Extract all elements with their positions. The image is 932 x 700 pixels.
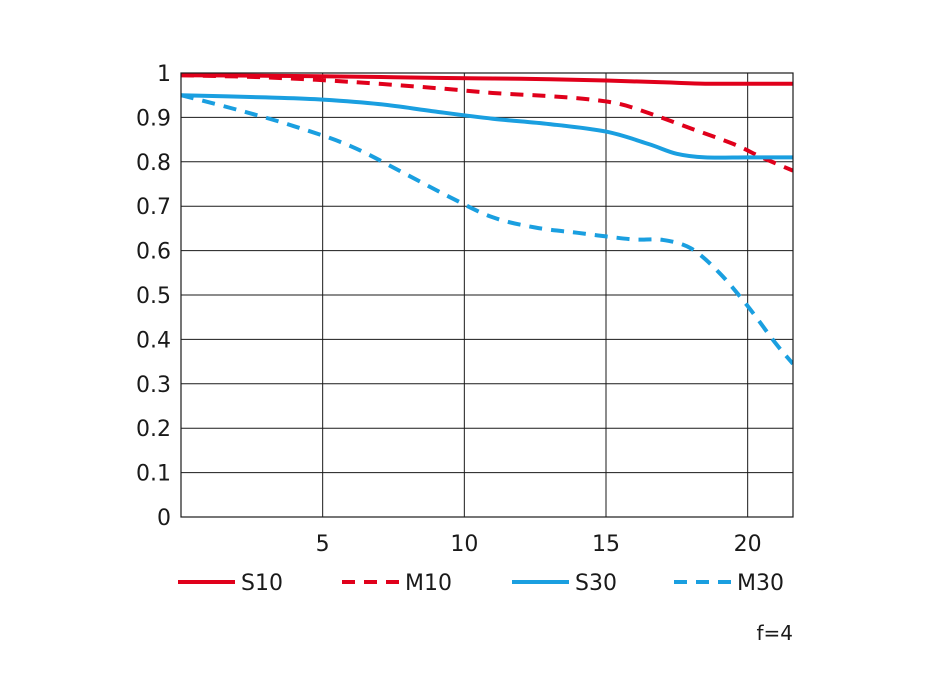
legend-label-m30: M30	[737, 571, 784, 596]
series-lines	[181, 73, 793, 366]
legend-label-s10: S10	[241, 571, 283, 596]
y-tick-label: 0.9	[136, 106, 171, 131]
grid-lines	[181, 72, 793, 518]
y-tick-label: 0.5	[136, 284, 171, 309]
y-tick-label: 0.3	[136, 373, 171, 398]
y-tick-label: 0.7	[136, 195, 171, 220]
y-tick-labels: 0 0.1 0.2 0.3 0.4 0.5 0.6 0.7 0.8 0.9 1	[136, 62, 171, 531]
series-line-s10	[181, 73, 793, 86]
legend: S10 M10 S30 M30	[178, 571, 784, 596]
x-tick-label: 5	[316, 532, 330, 557]
y-tick-label: 0.8	[136, 151, 171, 176]
y-tick-label: 0.6	[136, 240, 171, 265]
aperture-note: f=4	[756, 621, 793, 645]
y-tick-label: 1	[157, 62, 171, 87]
y-tick-label: 0.4	[136, 328, 171, 353]
x-tick-labels: 5 10 15 20	[316, 532, 762, 557]
plot-frame	[180, 72, 794, 518]
legend-label-m10: M10	[405, 571, 452, 596]
series-line-m30	[181, 93, 793, 366]
y-tick-label: 0.1	[136, 462, 171, 487]
x-tick-label: 20	[734, 532, 762, 557]
x-tick-label: 10	[450, 532, 478, 557]
series-line-s30	[181, 93, 793, 160]
legend-label-s30: S30	[575, 571, 617, 596]
series-line-m10	[181, 73, 793, 173]
x-tick-label: 15	[592, 532, 620, 557]
y-tick-label: 0	[157, 506, 171, 531]
y-tick-label: 0.2	[136, 417, 171, 442]
